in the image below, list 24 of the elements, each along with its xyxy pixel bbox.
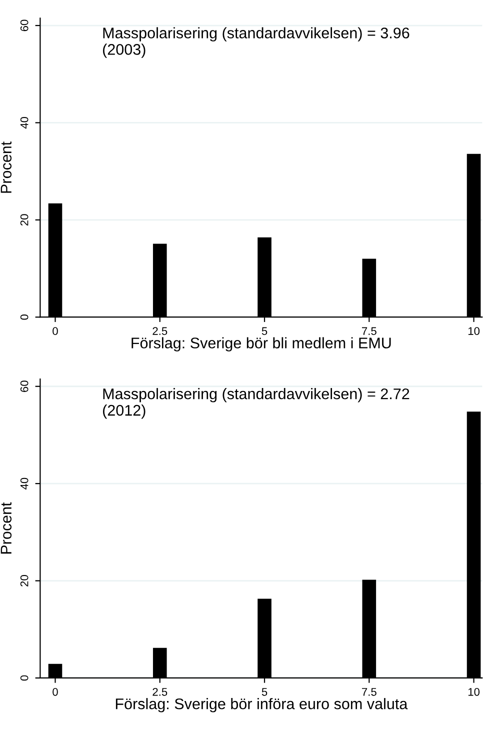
annotation: Masspolarisering (standardavvikelsen) = 2.72 (2012) (103, 388, 410, 419)
x-tick-label: 2.5 (152, 327, 168, 335)
x-axis-title: Förslag: Sverige bör bli medlem i EMU (132, 337, 391, 352)
y-tick-label: 20 (20, 214, 28, 226)
y-tick-label: 40 (20, 478, 28, 490)
y-tick-label: 20 (20, 575, 28, 586)
y-tick-label: 60 (20, 20, 28, 32)
x-tick-label: 7.5 (362, 327, 376, 335)
y-tick-label: 0 (20, 675, 28, 681)
x-axis-title: Förslag: Sverige bör införa euro som valuta (116, 698, 408, 712)
annotation: Masspolarisering (standardavvikelsen) = 3.96 (2003) (103, 27, 410, 58)
x-tick-label: 10 (468, 688, 480, 696)
x-tick-label: 5 (262, 688, 268, 696)
y-tick-label: 60 (20, 380, 28, 392)
x-tick-label: 0 (52, 327, 58, 335)
x-tick-label: 7.5 (362, 688, 376, 696)
y-axis-title: Procent (0, 141, 12, 193)
y-axis-title: Procent (0, 502, 12, 554)
x-tick-label: 10 (468, 327, 480, 335)
x-tick-label: 2.5 (152, 688, 168, 696)
x-tick-label: 0 (52, 688, 58, 696)
y-tick-label: 0 (20, 314, 28, 320)
y-tick-label: 40 (20, 116, 28, 129)
x-tick-label: 5 (262, 327, 268, 335)
